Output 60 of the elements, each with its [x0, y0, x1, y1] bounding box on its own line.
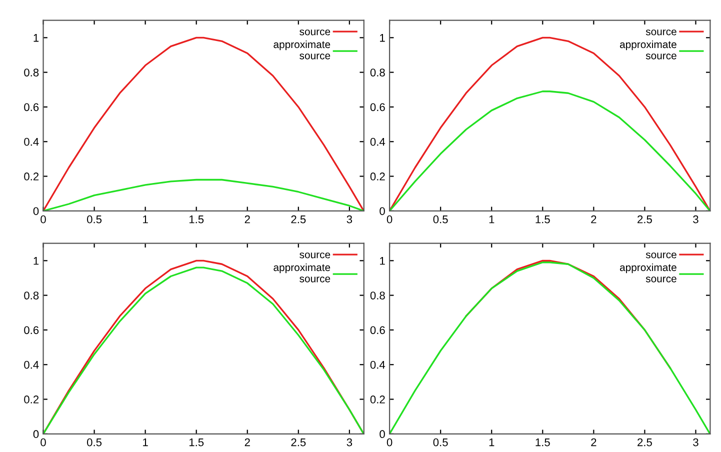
- legend-label: approximate source: [620, 263, 676, 282]
- x-tick-label: 1: [489, 216, 494, 224]
- x-tick-label: 0: [40, 438, 46, 446]
- y-tick-label: 0.6: [24, 326, 39, 334]
- y-tick-label: 0.4: [24, 360, 39, 369]
- x-tick-label: 3: [693, 215, 698, 224]
- y-tick-label: 1: [380, 34, 385, 42]
- y-tick-label: 0.8: [24, 68, 39, 76]
- legend-label: approximate source: [274, 40, 330, 60]
- x-tick-label: 0.5: [87, 438, 102, 446]
- y-tick-label: 1: [380, 257, 385, 265]
- y-tick-label: 0.2: [370, 396, 385, 404]
- y-tick-label: 1: [34, 34, 39, 42]
- y-tick-label: 0.8: [370, 292, 385, 300]
- y-tick-label: 0.2: [24, 172, 39, 180]
- y-tick-label: 0.4: [370, 138, 386, 146]
- legend-label: source: [300, 30, 330, 36]
- legend-label: source: [300, 252, 330, 258]
- x-tick-label: 2.5: [638, 438, 652, 446]
- x-tick-label: 2: [591, 438, 596, 446]
- x-tick-label: 3: [346, 438, 352, 446]
- x-tick-label: 1.5: [189, 216, 204, 224]
- y-tick-label: 0.2: [370, 172, 385, 180]
- x-tick-label: 1: [489, 438, 494, 446]
- legend-label: approximate source: [620, 40, 676, 60]
- y-tick-label: 0.6: [24, 103, 39, 112]
- x-tick-label: 2: [244, 438, 250, 446]
- y-tick-label: 0.8: [24, 292, 39, 300]
- y-tick-label: 0.4: [370, 360, 386, 369]
- x-tick-label: 0: [386, 215, 392, 224]
- x-tick-label: 2: [591, 215, 596, 224]
- x-tick-label: 0.5: [433, 438, 448, 446]
- y-tick-label: 0.6: [370, 103, 385, 112]
- x-tick-label: 2.5: [291, 438, 306, 446]
- x-tick-label: 0.5: [433, 215, 448, 224]
- x-tick-label: 1.5: [189, 438, 204, 446]
- y-tick-label: 0: [33, 207, 39, 216]
- legend-label: source: [646, 252, 676, 258]
- y-tick-label: 0.2: [24, 396, 39, 404]
- x-tick-label: 3: [346, 215, 352, 224]
- x-tick-label: 1.5: [536, 216, 550, 224]
- x-tick-label: 2: [244, 215, 250, 224]
- x-tick-label: 2.5: [291, 215, 306, 224]
- legend-label: approximate source: [274, 263, 330, 282]
- y-tick-label: 0: [380, 207, 385, 216]
- y-tick-label: 0: [380, 430, 385, 438]
- x-tick-label: 1: [143, 438, 148, 446]
- x-tick-label: 0: [40, 215, 46, 224]
- x-tick-label: 3: [693, 438, 698, 446]
- x-tick-label: 2.5: [638, 215, 652, 224]
- y-tick-label: 0.4: [24, 138, 39, 146]
- x-tick-label: 1.5: [536, 438, 550, 446]
- legend-label: source: [646, 30, 676, 36]
- x-tick-label: 1: [143, 216, 148, 224]
- y-tick-label: 0.8: [370, 68, 385, 76]
- y-tick-label: 0: [33, 430, 39, 438]
- y-tick-label: 1: [34, 257, 39, 265]
- y-tick-label: 0.6: [370, 326, 385, 334]
- x-tick-label: 0: [386, 438, 392, 446]
- x-tick-label: 0.5: [87, 215, 102, 224]
